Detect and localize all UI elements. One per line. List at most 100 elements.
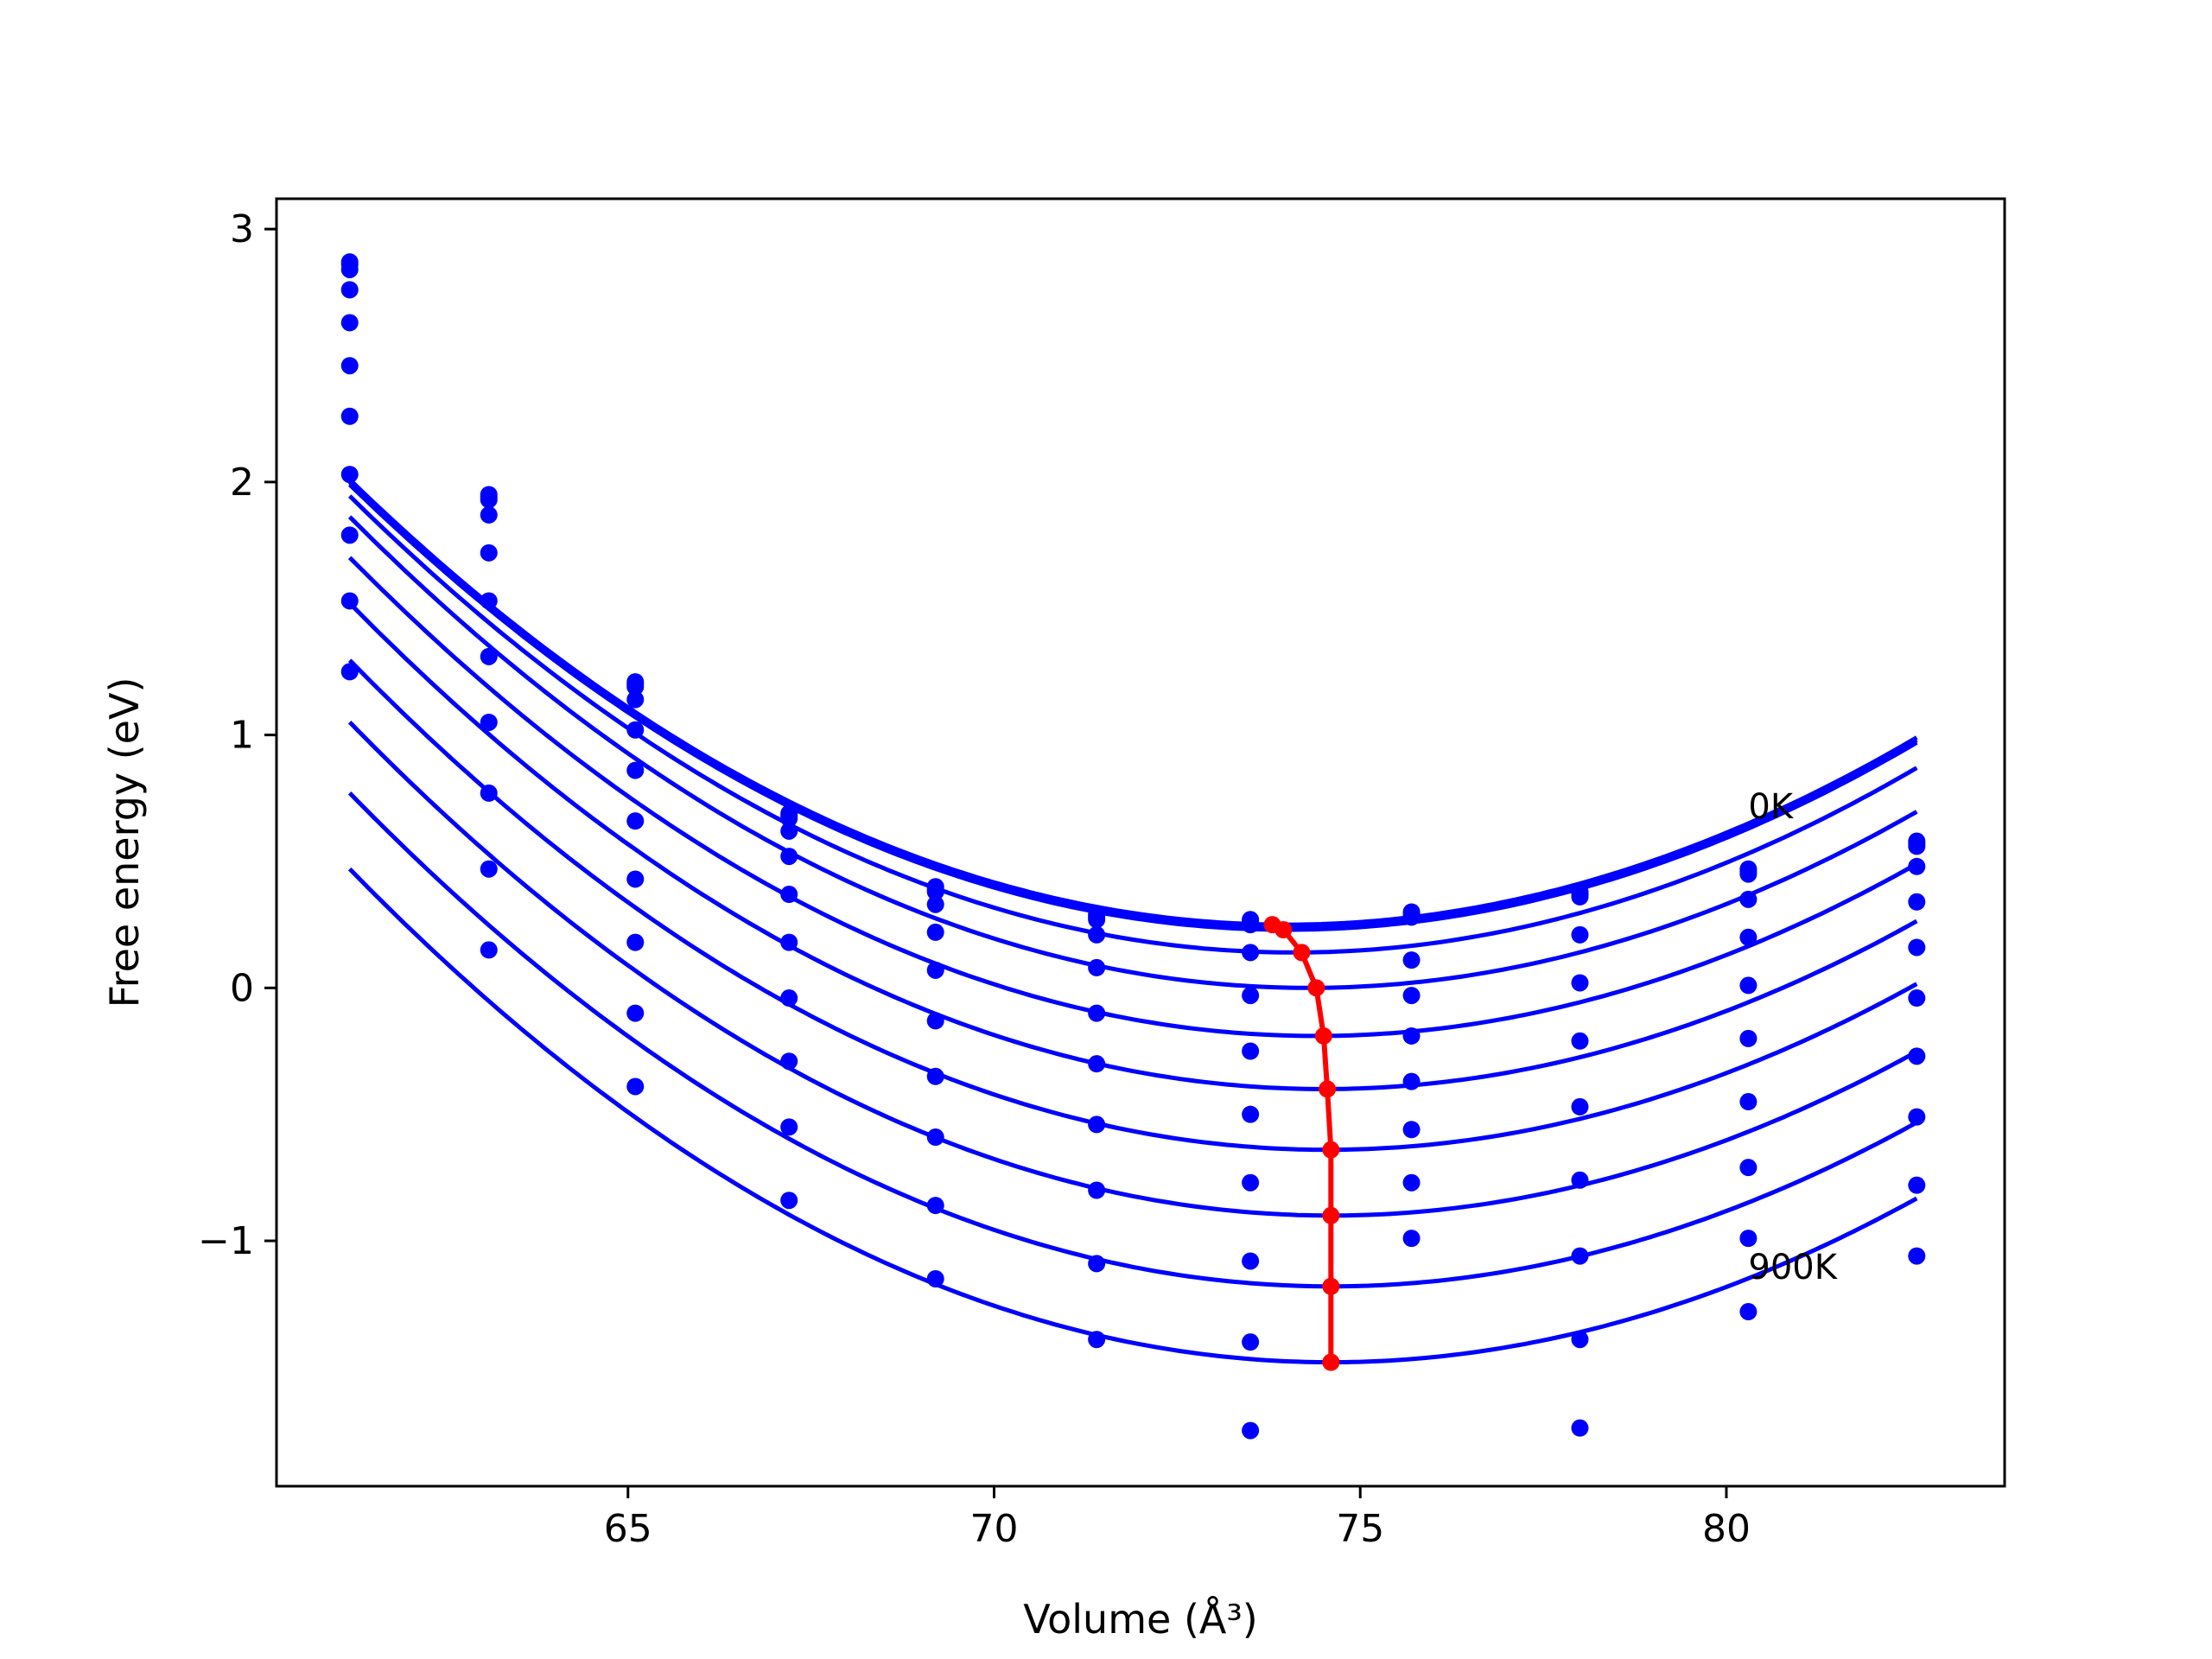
y-tick-label: 0 [230, 966, 254, 1010]
data-point [626, 761, 645, 779]
data-point [926, 923, 944, 941]
data-point [926, 1067, 944, 1085]
data-point [1402, 1230, 1421, 1248]
data-point [1242, 944, 1260, 962]
data-point [1088, 1004, 1106, 1022]
minima-path [1263, 916, 1340, 1371]
fit-curves [347, 478, 1918, 1365]
minimum-point [1307, 979, 1325, 997]
data-point [480, 784, 498, 802]
minimum-point [1274, 920, 1293, 938]
fit-curve-8 [347, 721, 1918, 1218]
data-point [1242, 916, 1260, 934]
data-point [780, 886, 798, 904]
fit-curve-4 [347, 515, 1918, 990]
data-point [1571, 1331, 1589, 1349]
minimum-point [1293, 944, 1311, 962]
data-point [1739, 928, 1758, 946]
data-point [780, 933, 798, 951]
minimum-point [1322, 1277, 1340, 1295]
fit-curve-2 [347, 483, 1918, 932]
x-tick-label: 65 [604, 1507, 652, 1551]
data-point [1242, 987, 1260, 1005]
data-point [1402, 951, 1421, 969]
data-points [340, 253, 1926, 1440]
data-point [780, 822, 798, 840]
annotation-900k: 900K [1748, 1248, 1838, 1287]
data-point [626, 677, 645, 696]
data-point [480, 491, 498, 509]
x-axis-ticks: 65 70 75 80 [604, 1486, 1751, 1551]
fit-curve-3 [347, 494, 1918, 955]
data-point [1739, 890, 1758, 908]
data-point [480, 647, 498, 665]
data-point [1908, 1176, 1926, 1194]
data-point [926, 883, 944, 901]
data-point [480, 713, 498, 731]
data-point [1908, 1247, 1926, 1265]
y-tick-label: 3 [230, 207, 254, 251]
y-axis-label: Free energy (eV) [101, 677, 148, 1008]
y-axis-ticks: −1 0 1 2 3 [198, 207, 276, 1263]
data-point [1739, 1303, 1758, 1321]
data-point [626, 812, 645, 830]
data-point [1402, 1173, 1421, 1192]
minimum-point [1322, 1141, 1340, 1159]
data-point [1908, 938, 1926, 957]
data-point [926, 1269, 944, 1287]
x-tick-label: 70 [970, 1507, 1019, 1551]
data-point [626, 1004, 645, 1022]
x-axis-label: Volume (Å³) [1023, 1596, 1258, 1643]
data-point [1402, 987, 1421, 1005]
data-point [1088, 1116, 1106, 1134]
data-point [340, 526, 359, 544]
data-point [1088, 1055, 1106, 1073]
data-point [480, 592, 498, 610]
data-point [340, 314, 359, 332]
data-point [340, 357, 359, 375]
data-point [780, 848, 798, 866]
data-point [1571, 887, 1589, 906]
data-point [926, 961, 944, 979]
data-point [1908, 1047, 1926, 1065]
data-point [1088, 1181, 1106, 1199]
fit-curve-9 [347, 791, 1918, 1289]
data-point [340, 663, 359, 681]
data-point [926, 895, 944, 913]
fit-curve-7 [347, 658, 1918, 1153]
data-point [1739, 1230, 1758, 1248]
data-point [626, 933, 645, 951]
data-point [340, 281, 359, 299]
data-point [1571, 1419, 1589, 1437]
data-point [1088, 925, 1106, 944]
data-point [1571, 1171, 1589, 1189]
data-point [1739, 976, 1758, 995]
minimum-point [1314, 1027, 1332, 1045]
data-point [1402, 1121, 1421, 1139]
data-point [626, 1077, 645, 1096]
data-point [480, 860, 498, 878]
data-point [1908, 989, 1926, 1007]
data-point [780, 989, 798, 1007]
plot-frame [275, 197, 2006, 1488]
data-point [1242, 1333, 1260, 1351]
fit-curve-5 [347, 556, 1918, 1039]
minima-line [1271, 922, 1334, 1363]
data-point [1571, 1032, 1589, 1050]
fit-curve-10 [347, 867, 1918, 1365]
data-point [1908, 893, 1926, 911]
data-point [1908, 1108, 1926, 1126]
data-point [340, 466, 359, 484]
data-point [340, 407, 359, 425]
data-point [926, 1128, 944, 1147]
fit-curve-6 [347, 601, 1918, 1091]
data-point [626, 870, 645, 888]
minimum-point [1319, 1080, 1337, 1098]
data-point [1088, 1255, 1106, 1273]
y-tick-label: 2 [230, 461, 254, 505]
data-point [1908, 837, 1926, 855]
data-point [1402, 908, 1421, 926]
data-point [1402, 1072, 1421, 1090]
data-point [926, 1197, 944, 1215]
